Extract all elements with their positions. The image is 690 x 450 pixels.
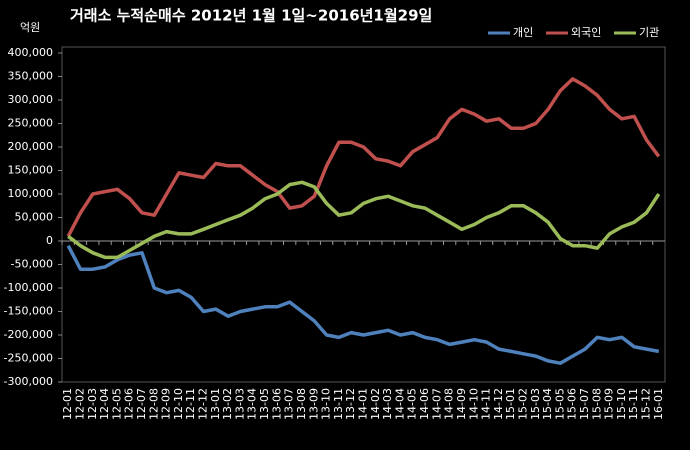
x-tick-label: 13-01 [209,388,222,420]
y-tick-label: -250,000 [4,352,53,365]
x-tick-label: 12-08 [147,388,160,420]
x-tick-label: 14-06 [418,388,431,420]
y-tick-label: 0 [46,234,53,247]
x-tick-label: 14-01 [357,388,370,420]
x-tick-label: 15-05 [553,388,566,420]
legend-label: 개인 [513,26,533,39]
x-tick-label: 15-12 [640,388,653,420]
x-tick-label: 13-10 [320,388,333,420]
y-tick-label: 200,000 [8,140,54,153]
legend-label: 외국인 [571,26,601,39]
x-tick-label: 14-07 [430,388,443,420]
y-tick-label: 300,000 [8,93,54,106]
y-tick-label: 150,000 [8,164,54,177]
x-tick-label: 12-07 [135,388,148,420]
x-tick-label: 14-11 [480,388,493,420]
y-tick-label: -300,000 [4,375,53,388]
y-tick-label: 100,000 [8,187,54,200]
x-tick-label: 14-05 [406,388,419,420]
chart-title: 거래소 누적순매수 2012년 1월 1일~2016년1월29일 [70,7,432,25]
x-tick-label: 15-03 [529,388,542,420]
x-tick-label: 13-06 [270,388,283,420]
x-tick-label: 14-02 [369,388,382,420]
plot-area [61,46,666,383]
x-tick-label: 15-10 [615,388,628,420]
y-tick-label: -50,000 [11,258,53,271]
x-tick-label: 14-10 [467,388,480,420]
x-tick-label: 15-09 [603,388,616,420]
x-tick-label: 12-06 [123,388,136,420]
x-tick-label: 13-05 [258,388,271,420]
x-tick-label: 14-08 [443,388,456,420]
x-tick-label: 13-09 [307,388,320,420]
x-tick-label: 15-04 [541,388,554,420]
x-tick-label: 15-07 [578,388,591,420]
x-tick-label: 15-11 [627,388,640,420]
y-tick-label: -100,000 [4,281,53,294]
x-tick-label: 16-01 [652,388,665,420]
y-axis-label: 억원 [20,21,40,34]
x-tick-label: 13-04 [246,388,259,420]
x-tick-label: 12-10 [172,388,185,420]
series-line [66,244,660,365]
y-tick-label: 350,000 [8,70,54,83]
y-tick-label: 250,000 [8,117,54,130]
x-tick-label: 14-12 [492,388,505,420]
x-tick-label: 12-12 [197,388,210,420]
y-tick-label: -150,000 [4,305,53,318]
y-tick-label: -200,000 [4,328,53,341]
legend-label: 기관 [639,26,659,39]
x-tick-label: 13-12 [344,388,357,420]
x-tick-label: 12-05 [110,388,123,420]
x-tick-label: 12-09 [160,388,173,420]
x-tick-label: 15-01 [504,388,517,420]
x-tick-label: 13-02 [221,388,234,420]
x-tick-label: 12-11 [184,388,197,420]
x-tick-label: 15-02 [516,388,529,420]
x-tick-label: 13-07 [283,388,296,420]
x-tick-label: 13-11 [332,388,345,420]
series-line [67,180,661,260]
x-tick-label: 14-09 [455,388,468,420]
x-tick-label: 15-06 [566,388,579,420]
x-tick-label: 12-01 [61,388,74,420]
x-tick-label: 14-04 [393,388,406,420]
y-tick-label: 400,000 [8,46,54,59]
x-tick-label: 12-03 [86,388,99,420]
x-tick-label: 13-08 [295,388,308,420]
x-tick-label: 15-08 [590,388,603,420]
x-tick-label: 12-02 [73,388,86,420]
x-tick-label: 12-04 [98,388,111,420]
x-tick-label: 13-03 [233,388,246,420]
series-line [66,77,661,238]
y-tick-label: 50,000 [15,211,54,224]
x-tick-label: 14-03 [381,388,394,420]
